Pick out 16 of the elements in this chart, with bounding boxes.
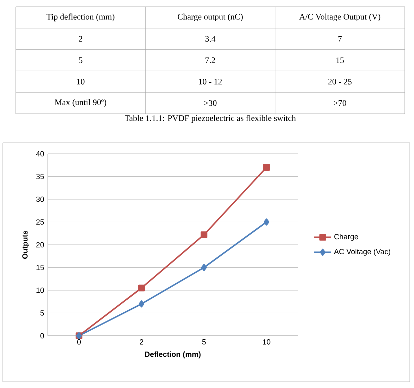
text: 10 <box>77 79 85 85</box>
text: 7 <box>338 36 342 42</box>
text: >70 <box>334 100 346 106</box>
text: 3.4 <box>206 36 216 42</box>
text: 2 <box>79 36 82 42</box>
text: 10 - 12 <box>199 79 222 85</box>
text: 15 <box>336 58 344 64</box>
text: Table 1.1.1: PVDF piezoelectric as flexible switch <box>125 115 296 123</box>
text: Max (until 90º) <box>55 99 106 108</box>
category-label: Tip deflection (mm) <box>46 14 115 22</box>
category-label: A/C Voltage Output (V) <box>300 14 381 22</box>
text: >30 <box>204 100 217 106</box>
category-label: Charge output (nC) <box>178 14 243 22</box>
text: 5 <box>79 58 83 64</box>
text: 7.2 <box>206 58 216 64</box>
text: 20 - 25 <box>328 79 352 85</box>
